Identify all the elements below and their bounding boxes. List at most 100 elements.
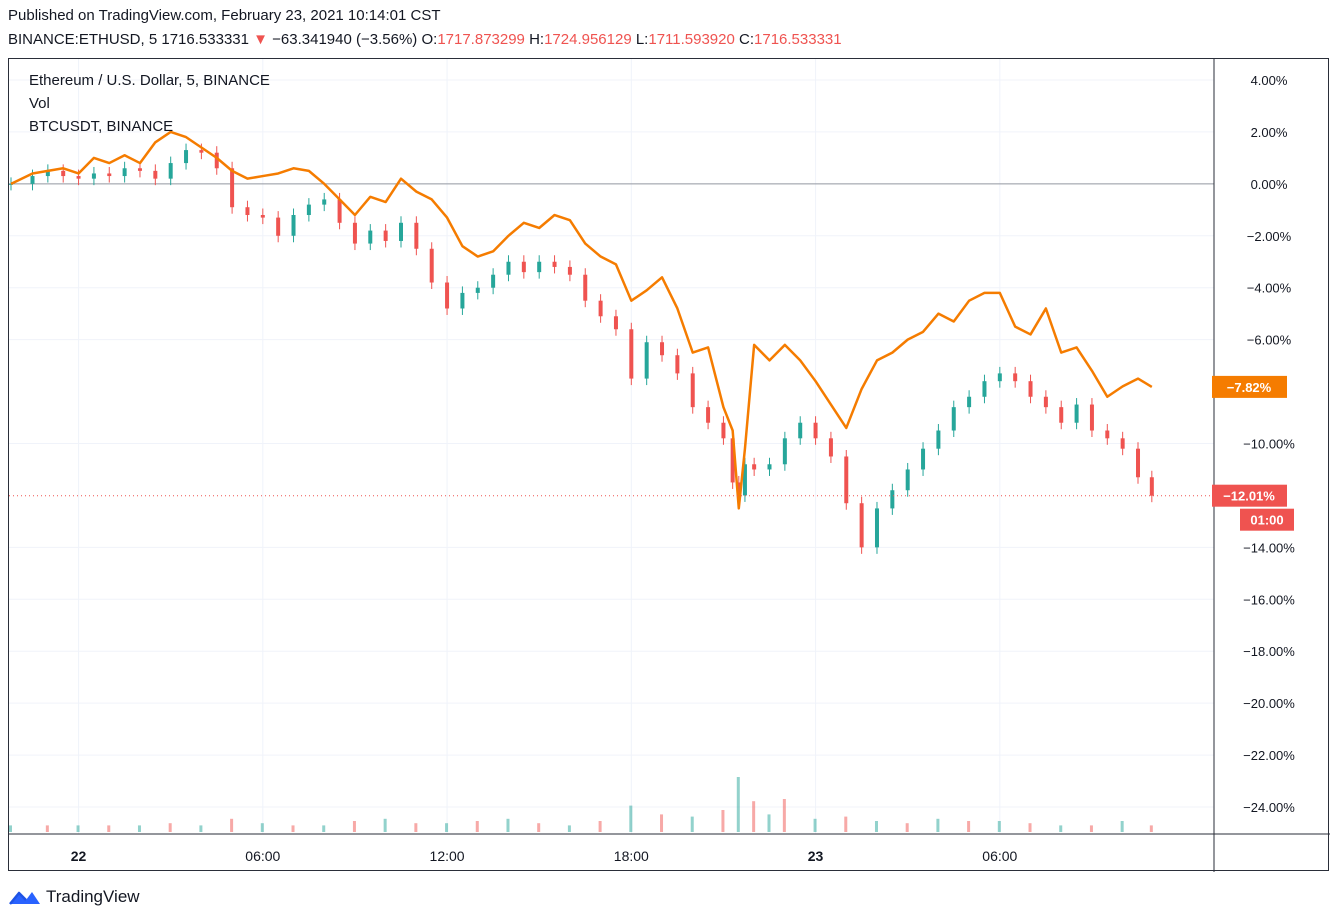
candle-body[interactable]	[199, 150, 204, 153]
candle-body[interactable]	[45, 170, 50, 177]
candle-body[interactable]	[844, 456, 849, 504]
volume-bar[interactable]	[537, 823, 541, 832]
candle-body[interactable]	[429, 248, 434, 283]
candle-body[interactable]	[230, 168, 235, 208]
volume-bar[interactable]	[506, 818, 510, 832]
candle-body[interactable]	[276, 217, 281, 236]
candle-body[interactable]	[107, 173, 112, 177]
candle-body[interactable]	[245, 207, 250, 216]
candle-body[interactable]	[214, 152, 219, 169]
volume-bar[interactable]	[629, 805, 633, 832]
candle-body[interactable]	[690, 373, 695, 408]
volume-bar[interactable]	[260, 823, 264, 832]
candle-body[interactable]	[874, 508, 879, 548]
volume-bar[interactable]	[690, 816, 694, 832]
candle-body[interactable]	[506, 261, 511, 275]
candle-body[interactable]	[982, 381, 987, 397]
volume-bar[interactable]	[352, 821, 356, 832]
legend-main[interactable]: Ethereum / U.S. Dollar, 5, BINANCE	[29, 72, 270, 89]
volume-bar[interactable]	[598, 821, 602, 832]
candle-body[interactable]	[767, 464, 772, 470]
candle-body[interactable]	[30, 176, 35, 184]
btc-compare-line[interactable]	[10, 130, 1153, 510]
candle-body[interactable]	[1013, 373, 1018, 382]
volume-bar[interactable]	[9, 825, 12, 832]
candle-body[interactable]	[91, 173, 96, 179]
candle-body[interactable]	[184, 150, 189, 164]
candle-body[interactable]	[337, 199, 342, 223]
tradingview-brand[interactable]: TradingView	[8, 884, 140, 910]
candle-body[interactable]	[1136, 448, 1141, 478]
candle-body[interactable]	[613, 316, 618, 330]
volume-bar[interactable]	[414, 823, 418, 832]
volume-bar[interactable]	[230, 818, 234, 832]
volume-bar[interactable]	[1089, 825, 1093, 832]
volume-bar[interactable]	[782, 799, 786, 832]
candle-body[interactable]	[859, 503, 864, 548]
legend-vol[interactable]: Vol	[29, 95, 50, 112]
volume-bar[interactable]	[660, 814, 664, 832]
candle-body[interactable]	[1059, 407, 1064, 423]
candle-body[interactable]	[782, 438, 787, 465]
candle-body[interactable]	[798, 422, 803, 439]
volume-bar[interactable]	[168, 823, 172, 832]
volume-bar[interactable]	[76, 825, 80, 832]
candle-body[interactable]	[1043, 396, 1048, 408]
candle-body[interactable]	[445, 282, 450, 309]
volume-bar[interactable]	[967, 821, 971, 832]
volume-bar[interactable]	[767, 814, 771, 832]
candle-body[interactable]	[352, 222, 357, 244]
candle-body[interactable]	[306, 204, 311, 216]
candle-body[interactable]	[706, 407, 711, 423]
volume-bar[interactable]	[199, 825, 203, 832]
volume-bar[interactable]	[844, 816, 848, 832]
candle-body[interactable]	[61, 170, 66, 177]
candle-body[interactable]	[752, 464, 757, 470]
candle-body[interactable]	[813, 422, 818, 439]
candle-body[interactable]	[168, 163, 173, 179]
candle-body[interactable]	[9, 183, 13, 185]
candle-body[interactable]	[260, 215, 265, 218]
volume-bar[interactable]	[45, 825, 49, 832]
candle-body[interactable]	[997, 373, 1002, 382]
candle-body[interactable]	[137, 168, 142, 171]
candle-body[interactable]	[660, 342, 665, 356]
candle-body[interactable]	[475, 287, 480, 293]
volume-bar[interactable]	[752, 801, 756, 832]
volume-bar[interactable]	[322, 825, 326, 832]
candle-body[interactable]	[598, 300, 603, 317]
volume-bar[interactable]	[475, 821, 479, 832]
candle-body[interactable]	[1028, 381, 1033, 397]
volume-bar[interactable]	[936, 818, 940, 832]
volume-bar[interactable]	[905, 823, 909, 832]
volume-bar[interactable]	[107, 825, 111, 832]
price-chart[interactable]: 4.00% 2.00% 0.00% −2.00% −4.00% −6.00% −10.00%…	[9, 59, 1330, 872]
candle-body[interactable]	[890, 490, 895, 509]
chart-frame[interactable]: 4.00% 2.00% 0.00% −2.00% −4.00% −6.00% −10.00%…	[8, 58, 1330, 872]
candle-body[interactable]	[1074, 404, 1079, 423]
volume-bar[interactable]	[1059, 825, 1063, 832]
candle-body[interactable]	[583, 274, 588, 301]
candle-body[interactable]	[905, 469, 910, 491]
volume-bar[interactable]	[736, 777, 740, 832]
candle-body[interactable]	[675, 355, 680, 374]
candle-body[interactable]	[936, 430, 941, 449]
candle-body[interactable]	[383, 230, 388, 241]
candle-body[interactable]	[967, 396, 972, 408]
volume-bar[interactable]	[567, 825, 571, 832]
candle-body[interactable]	[153, 170, 158, 179]
candle-body[interactable]	[721, 422, 726, 439]
candle-body[interactable]	[1149, 477, 1154, 496]
candle-body[interactable]	[828, 438, 833, 457]
legend-compare[interactable]: BTCUSDT, BINANCE	[29, 118, 174, 135]
candle-body[interactable]	[629, 329, 634, 379]
volume-bar[interactable]	[291, 825, 295, 832]
candle-body[interactable]	[742, 464, 747, 496]
volume-bar[interactable]	[383, 818, 387, 832]
candle-body[interactable]	[921, 448, 926, 470]
volume-bar[interactable]	[137, 825, 141, 832]
volume-bar[interactable]	[1149, 825, 1153, 832]
candle-body[interactable]	[414, 222, 419, 249]
volume-bar[interactable]	[813, 818, 817, 832]
candle-body[interactable]	[567, 266, 572, 275]
